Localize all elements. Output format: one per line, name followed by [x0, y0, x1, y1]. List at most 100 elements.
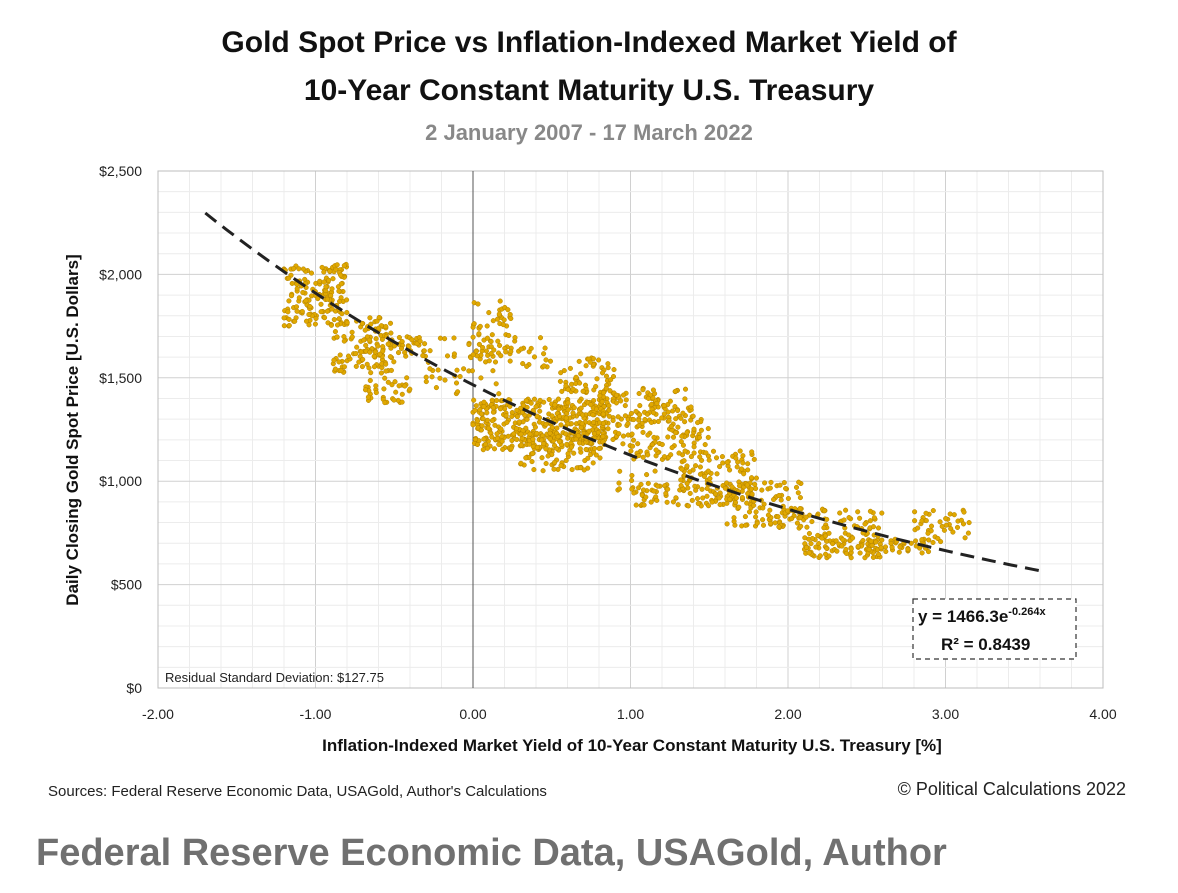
- scatter-point: [603, 385, 609, 391]
- scatter-point: [643, 494, 649, 500]
- scatter-point: [748, 486, 754, 492]
- scatter-point: [523, 455, 529, 461]
- scatter-point: [645, 395, 652, 401]
- scatter-point: [294, 286, 300, 292]
- scatter-point: [798, 523, 804, 529]
- scatter-point: [362, 387, 369, 393]
- scatter-point: [640, 387, 646, 393]
- scatter-point: [752, 481, 758, 487]
- scatter-point: [555, 434, 561, 440]
- scatter-point: [306, 311, 312, 318]
- scatter-point: [665, 486, 671, 492]
- scatter-point: [359, 364, 365, 370]
- scatter-point: [883, 548, 889, 555]
- scatter-point: [570, 386, 576, 392]
- scatter-point: [491, 446, 498, 452]
- scatter-point: [380, 344, 386, 350]
- scatter-point: [620, 392, 627, 398]
- scatter-point: [617, 468, 623, 474]
- scatter-point: [840, 537, 846, 543]
- scatter-point: [549, 424, 555, 431]
- scatter-point: [565, 386, 571, 392]
- scatter-point: [586, 428, 592, 434]
- scatter-point: [947, 511, 953, 517]
- scatter-point: [531, 354, 538, 360]
- scatter-point: [688, 404, 694, 410]
- scatter-point: [514, 414, 520, 420]
- scatter-point: [734, 464, 740, 470]
- scatter-point: [850, 535, 856, 541]
- scatter-point: [577, 440, 583, 446]
- scatter-point: [821, 525, 827, 531]
- scatter-point: [529, 459, 535, 465]
- scatter-point: [817, 553, 823, 559]
- scatter-point: [328, 293, 334, 299]
- scatter-point: [318, 301, 324, 307]
- scatter-point: [559, 388, 565, 394]
- scatter-point: [479, 423, 485, 429]
- scatter-point: [543, 357, 549, 363]
- scatter-point: [321, 279, 327, 285]
- scatter-point: [661, 411, 667, 417]
- x-tick-label: 1.00: [617, 706, 644, 722]
- scatter-point: [534, 413, 540, 419]
- scatter-point: [383, 368, 389, 374]
- scatter-point: [470, 422, 476, 428]
- scatter-point: [737, 448, 743, 454]
- scatter-point: [409, 337, 415, 343]
- scatter-point: [860, 537, 866, 544]
- scatter-point: [490, 405, 496, 411]
- scatter-point: [564, 441, 570, 447]
- scatter-point: [557, 413, 563, 420]
- scatter-point: [597, 393, 603, 399]
- scatter-point: [524, 416, 530, 422]
- scatter-point: [923, 518, 929, 524]
- scatter-point: [417, 338, 423, 344]
- scatter-point: [313, 315, 319, 322]
- scatter-point: [855, 543, 861, 550]
- scatter-point: [821, 508, 828, 514]
- r-squared-label: R² = 0.8439: [941, 635, 1030, 654]
- scatter-point: [478, 427, 484, 433]
- scatter-point: [739, 495, 745, 501]
- scatter-point: [558, 463, 564, 469]
- scatter-point: [668, 452, 674, 458]
- scatter-point: [650, 410, 657, 416]
- scatter-point: [724, 521, 730, 527]
- scatter-point: [867, 508, 873, 514]
- scatter-point: [616, 480, 622, 486]
- scatter-point: [754, 520, 760, 526]
- scatter-point: [498, 353, 504, 359]
- scatter-point: [966, 520, 972, 526]
- scatter-point: [743, 522, 749, 528]
- scatter-point: [608, 377, 614, 383]
- scatter-point: [629, 477, 635, 484]
- scatter-point: [699, 486, 705, 492]
- scatter-point: [613, 392, 619, 398]
- scatter-point: [803, 514, 809, 520]
- scatter-point: [299, 308, 305, 315]
- scatter-point: [494, 435, 500, 441]
- scatter-point: [848, 546, 854, 552]
- scatter-point: [777, 482, 783, 488]
- scatter-point: [373, 336, 379, 342]
- scatter-point: [286, 275, 292, 281]
- scatter-point: [670, 408, 676, 414]
- scatter-point: [616, 422, 622, 428]
- scatter-point: [673, 495, 679, 501]
- scatter-point: [520, 402, 526, 408]
- scatter-point: [402, 383, 408, 389]
- scatter-point: [600, 420, 606, 426]
- scatter-point: [575, 433, 581, 439]
- scatter-point: [919, 550, 925, 556]
- scatter-point: [709, 499, 715, 505]
- trendline: [204, 211, 1044, 573]
- scatter-point: [496, 391, 502, 397]
- scatter-point: [682, 419, 688, 425]
- scatter-point: [493, 381, 499, 387]
- scatter-point: [742, 514, 748, 520]
- scatter-point: [508, 348, 514, 354]
- scatter-point: [684, 430, 690, 436]
- scatter-point: [547, 436, 553, 442]
- scatter-point: [888, 540, 894, 546]
